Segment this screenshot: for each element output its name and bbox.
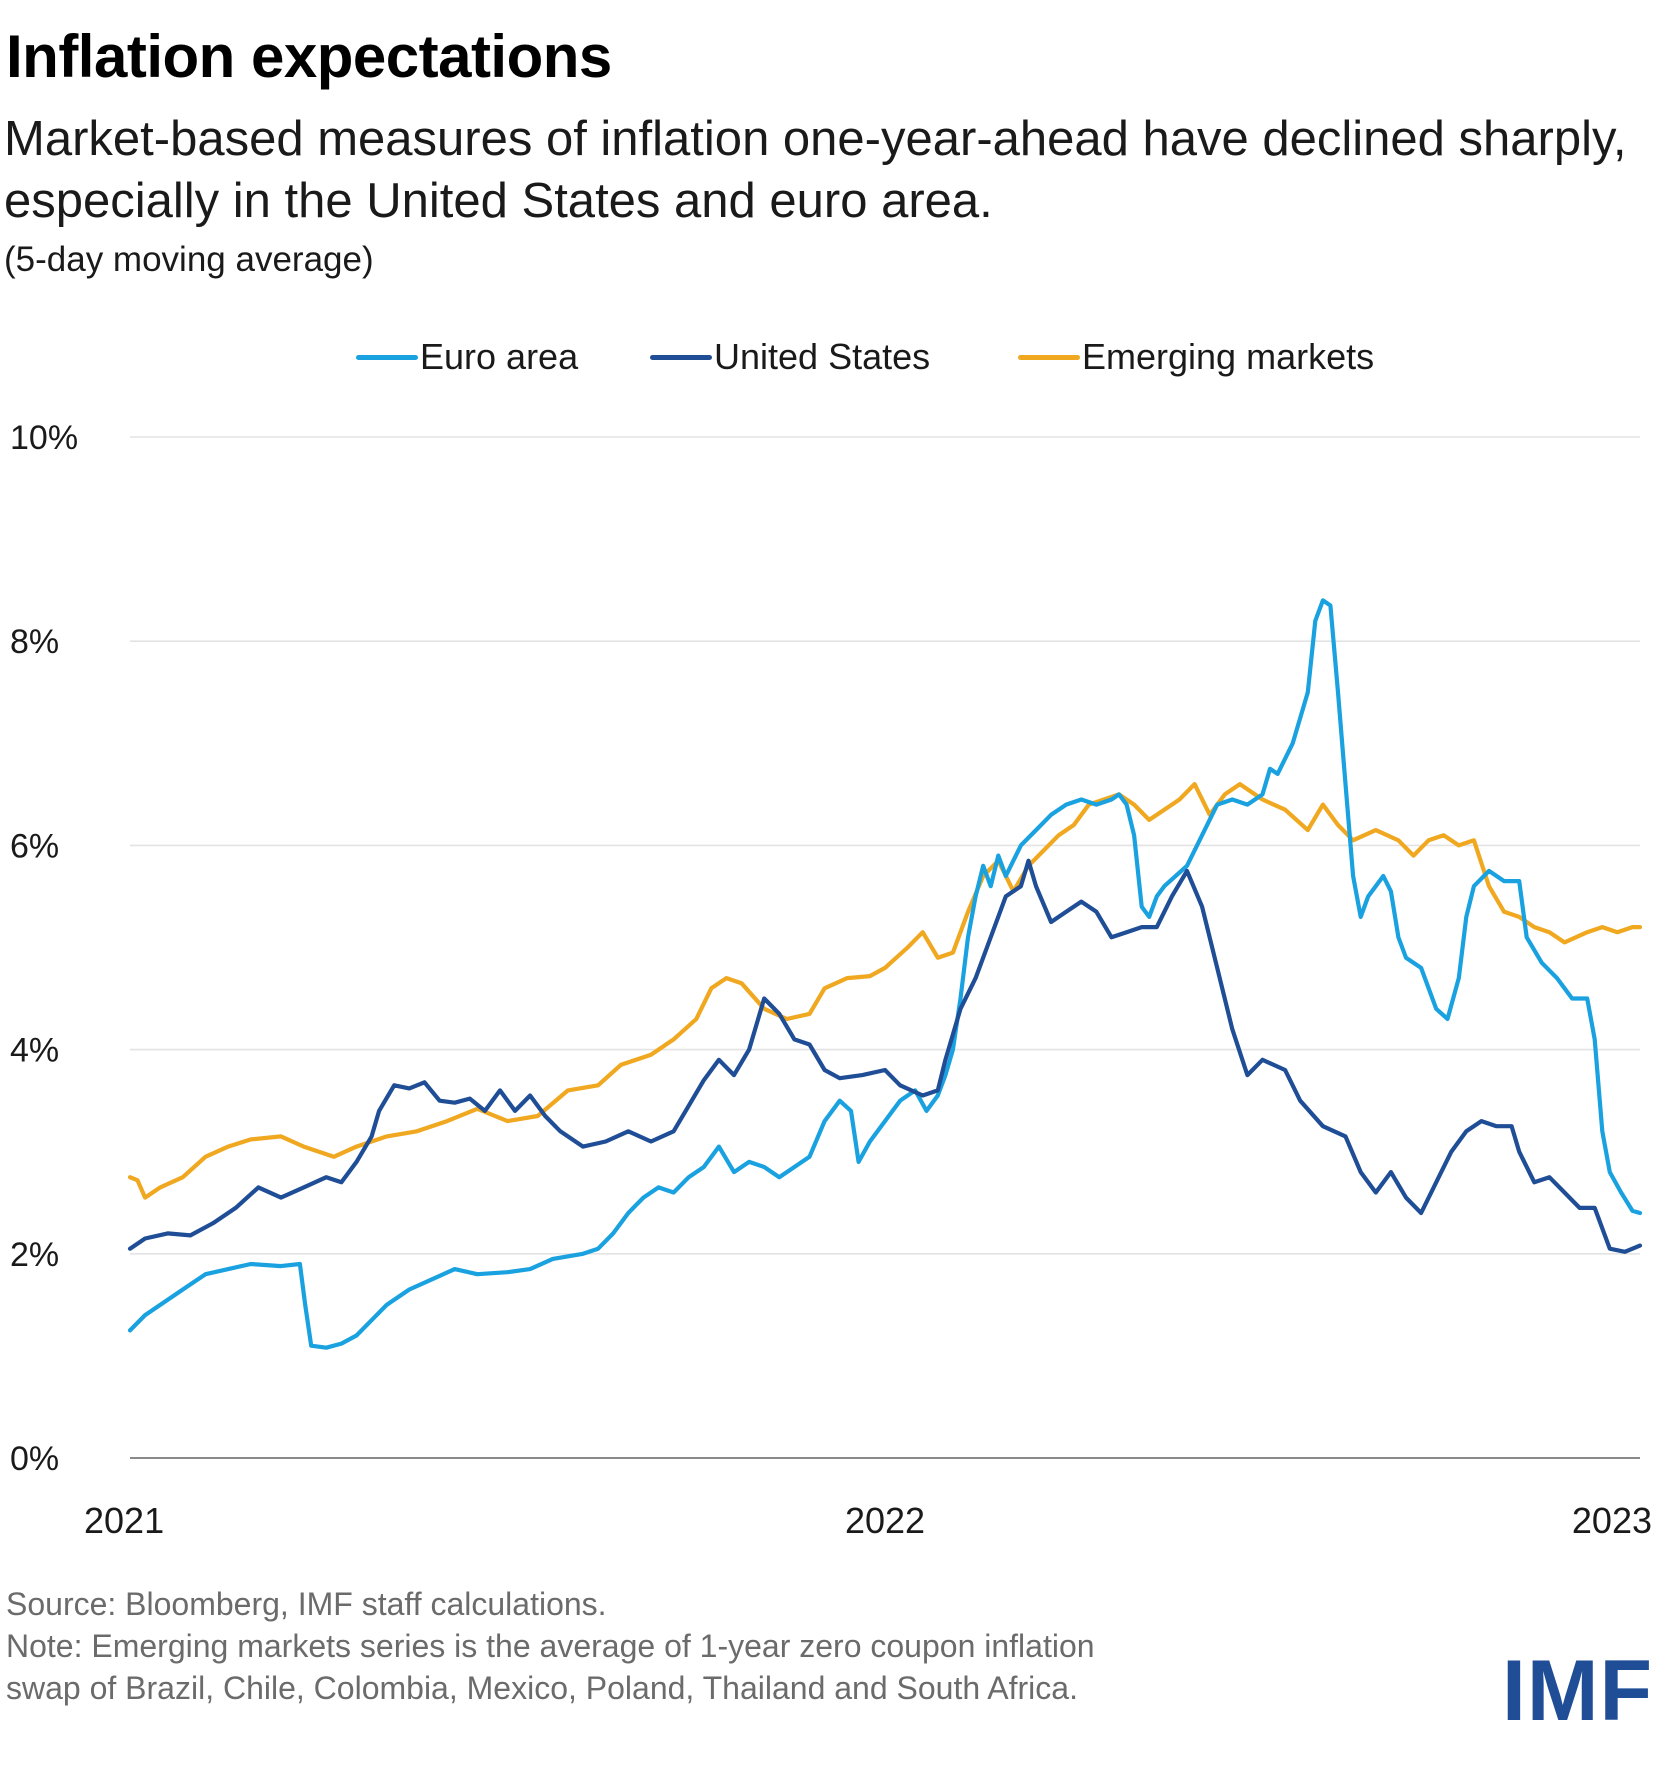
- legend-item-united-states: United States: [650, 336, 930, 378]
- x-tick-label: 2021: [84, 1500, 164, 1541]
- series-line-euro-area: [127, 598, 1643, 1350]
- legend-swatch-euro-area: [356, 354, 418, 360]
- source-note: Source: Bloomberg, IMF staff calculation…: [6, 1586, 607, 1622]
- methodology-note-line-2: swap of Brazil, Chile, Colombia, Mexico,…: [6, 1670, 1078, 1706]
- x-tick-label: 2022: [845, 1500, 925, 1541]
- series-line-united-states: [127, 858, 1643, 1254]
- imf-logo: IMF: [1502, 1643, 1654, 1739]
- chart-subtitle: Market-based measures of inflation one-y…: [4, 112, 1627, 228]
- legend-label-emerging-markets: Emerging markets: [1082, 336, 1375, 377]
- footer: Source: Bloomberg, IMF staff calculation…: [6, 1583, 1095, 1709]
- legend-swatch-united-states: [650, 354, 712, 360]
- series-lines: [127, 598, 1643, 1350]
- y-tick-label: 8%: [10, 623, 59, 661]
- y-tick-label: 0%: [10, 1440, 59, 1478]
- grid-lines: [130, 436, 1640, 1459]
- y-tick-label: 6%: [10, 827, 59, 865]
- x-axis-ticks: 2021 2022 2023: [84, 1500, 1652, 1541]
- chart-title: Inflation expectations: [6, 23, 612, 90]
- legend-item-euro-area: Euro area: [356, 336, 578, 378]
- y-tick-label: 4%: [10, 1032, 59, 1070]
- legend-item-emerging-markets: Emerging markets: [1018, 336, 1374, 378]
- line-chart: 0% 2% 4% 6% 8% 10% 2021 2022 2023: [10, 419, 1652, 1541]
- legend-label-united-states: United States: [714, 336, 931, 377]
- legend-swatch-emerging-markets: [1018, 354, 1080, 360]
- y-axis-ticks: 0% 2% 4% 6% 8% 10%: [10, 419, 78, 1478]
- legend-label-euro-area: Euro area: [420, 336, 579, 377]
- y-tick-label: 10%: [10, 419, 78, 457]
- x-tick-label: 2023: [1572, 1500, 1652, 1541]
- legend: Euro area United States Emerging markets: [0, 336, 1668, 380]
- methodology-note-line-1: Note: Emerging markets series is the ave…: [6, 1628, 1095, 1664]
- y-tick-label: 2%: [10, 1236, 59, 1274]
- unit-note: (5-day moving average): [4, 240, 374, 279]
